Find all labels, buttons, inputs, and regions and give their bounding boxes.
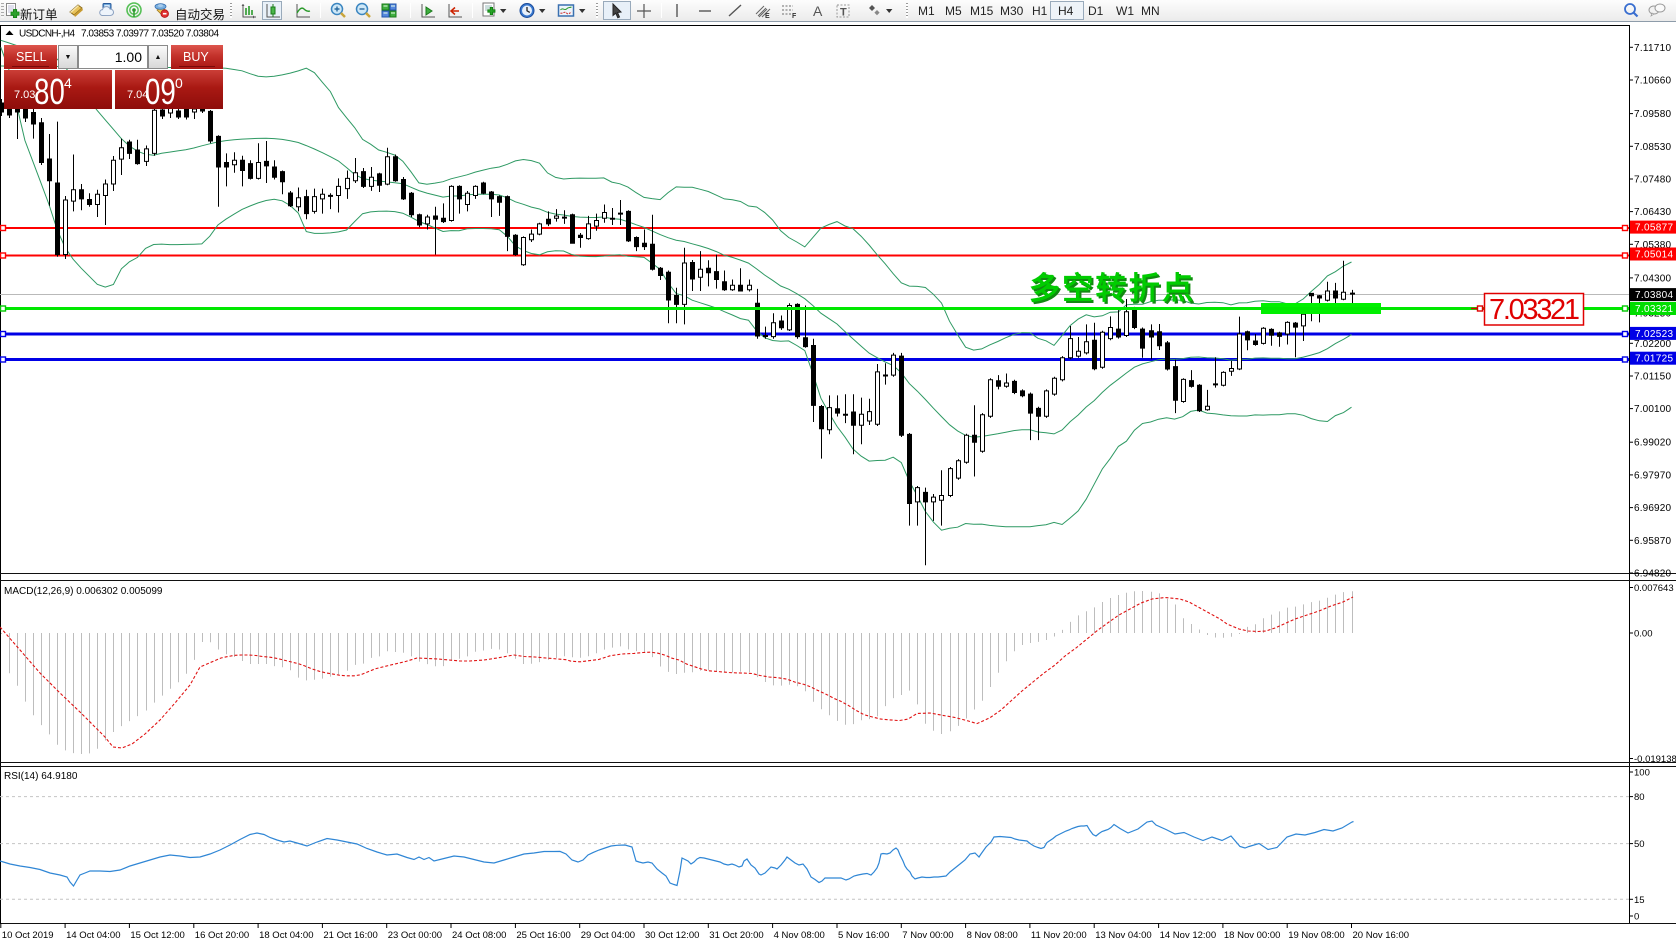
svg-text:19 Nov 08:00: 19 Nov 08:00 xyxy=(1288,930,1345,941)
svg-text:7.05877: 7.05877 xyxy=(1635,223,1673,234)
svg-text:7.02200: 7.02200 xyxy=(1634,339,1671,350)
svg-text:0.007643: 0.007643 xyxy=(1634,583,1674,594)
svg-text:7.04300: 7.04300 xyxy=(1634,273,1671,284)
svg-text:USDCNH-,H4: USDCNH-,H4 xyxy=(19,29,75,40)
svg-text:6.96920: 6.96920 xyxy=(1634,503,1671,514)
svg-text:RSI(14) 64.9180: RSI(14) 64.9180 xyxy=(4,771,78,782)
svg-text:20 Nov 16:00: 20 Nov 16:00 xyxy=(1353,930,1410,941)
svg-text:E: E xyxy=(765,13,770,20)
svg-text:7.02523: 7.02523 xyxy=(1635,329,1673,340)
svg-text:13 Nov 04:00: 13 Nov 04:00 xyxy=(1095,930,1152,941)
svg-text:0.00: 0.00 xyxy=(1634,629,1653,640)
svg-text:7 Nov 00:00: 7 Nov 00:00 xyxy=(902,930,953,941)
svg-text:7.03853 7.03977 7.03520 7.0380: 7.03853 7.03977 7.03520 7.03804 xyxy=(81,29,219,40)
svg-text:18 Oct 04:00: 18 Oct 04:00 xyxy=(259,930,313,941)
svg-text:7.03321: 7.03321 xyxy=(1489,294,1580,326)
svg-text:4 Nov 08:00: 4 Nov 08:00 xyxy=(774,930,825,941)
svg-text:7.07480: 7.07480 xyxy=(1634,175,1671,186)
svg-text:0: 0 xyxy=(1634,912,1639,923)
svg-text:7.03321: 7.03321 xyxy=(1635,304,1673,315)
svg-text:7.05380: 7.05380 xyxy=(1634,240,1671,251)
svg-text:15: 15 xyxy=(1634,895,1645,906)
svg-text:7.01725: 7.01725 xyxy=(1635,354,1673,365)
svg-text:50: 50 xyxy=(1634,839,1645,850)
svg-text:7.09580: 7.09580 xyxy=(1634,109,1671,120)
svg-text:24 Oct 08:00: 24 Oct 08:00 xyxy=(452,930,506,941)
svg-text:7.03804: 7.03804 xyxy=(1635,290,1673,301)
svg-text:6.94820: 6.94820 xyxy=(1634,569,1671,580)
svg-text:T: T xyxy=(840,7,847,19)
svg-text:30 Oct 12:00: 30 Oct 12:00 xyxy=(645,930,699,941)
svg-text:15 Oct 12:00: 15 Oct 12:00 xyxy=(130,930,184,941)
svg-text:多空转折点: 多空转折点 xyxy=(1029,271,1193,306)
svg-text:14 Oct 04:00: 14 Oct 04:00 xyxy=(66,930,120,941)
svg-text:6.95870: 6.95870 xyxy=(1634,536,1671,547)
svg-text:18 Nov 00:00: 18 Nov 00:00 xyxy=(1224,930,1281,941)
svg-text:7.01150: 7.01150 xyxy=(1634,372,1671,383)
svg-text:5 Nov 16:00: 5 Nov 16:00 xyxy=(838,930,889,941)
svg-text:6.97970: 6.97970 xyxy=(1634,470,1671,481)
svg-text:31 Oct 20:00: 31 Oct 20:00 xyxy=(709,930,763,941)
svg-text:10 Oct 2019: 10 Oct 2019 xyxy=(2,930,54,941)
svg-text:7.05014: 7.05014 xyxy=(1635,250,1673,261)
svg-text:MACD(12,26,9) 0.006302 0.00509: MACD(12,26,9) 0.006302 0.005099 xyxy=(4,586,163,597)
svg-text:25 Oct 16:00: 25 Oct 16:00 xyxy=(516,930,570,941)
svg-text:8 Nov 08:00: 8 Nov 08:00 xyxy=(967,930,1018,941)
svg-text:A: A xyxy=(813,3,823,19)
svg-text:14 Nov 12:00: 14 Nov 12:00 xyxy=(1160,930,1217,941)
svg-text:F: F xyxy=(792,13,797,20)
svg-text:23 Oct 00:00: 23 Oct 00:00 xyxy=(388,930,442,941)
svg-text:11 Nov 20:00: 11 Nov 20:00 xyxy=(1031,930,1087,941)
svg-text:21 Oct 16:00: 21 Oct 16:00 xyxy=(323,930,377,941)
svg-text:6.99020: 6.99020 xyxy=(1634,438,1671,449)
svg-text:-0.019138: -0.019138 xyxy=(1634,754,1676,765)
svg-text:7.06430: 7.06430 xyxy=(1634,207,1671,218)
svg-text:100: 100 xyxy=(1634,768,1650,779)
svg-text:7.08530: 7.08530 xyxy=(1634,142,1671,153)
svg-text:80: 80 xyxy=(1634,792,1645,803)
svg-text:7.11710: 7.11710 xyxy=(1634,43,1671,54)
svg-text:16 Oct 20:00: 16 Oct 20:00 xyxy=(195,930,249,941)
svg-text:7.00100: 7.00100 xyxy=(1634,404,1671,415)
svg-text:7.10660: 7.10660 xyxy=(1634,76,1671,87)
svg-text:29 Oct 04:00: 29 Oct 04:00 xyxy=(581,930,635,941)
